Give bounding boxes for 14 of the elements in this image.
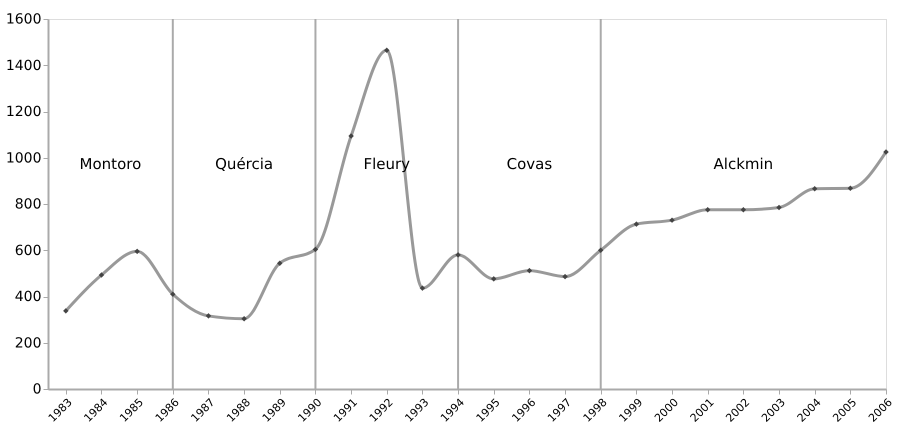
y-tick-label: 800 [14, 196, 42, 212]
y-tick-label: 600 [14, 242, 42, 259]
y-tick-label: 1200 [6, 104, 42, 120]
y-tick-label: 1600 [6, 12, 42, 28]
y-tick-label: 1400 [6, 58, 42, 74]
y-tick-label: 0 [32, 382, 42, 398]
annotation: Covas [506, 155, 552, 173]
annotation: Montoro [80, 155, 142, 173]
y-tick-label: 200 [14, 335, 42, 352]
annotation: Fleury [363, 155, 410, 173]
y-tick-label: 400 [14, 289, 42, 305]
y-tick-label: 1000 [6, 150, 42, 166]
annotation: Quércia [215, 155, 274, 173]
annotation: Alckmin [714, 155, 774, 173]
